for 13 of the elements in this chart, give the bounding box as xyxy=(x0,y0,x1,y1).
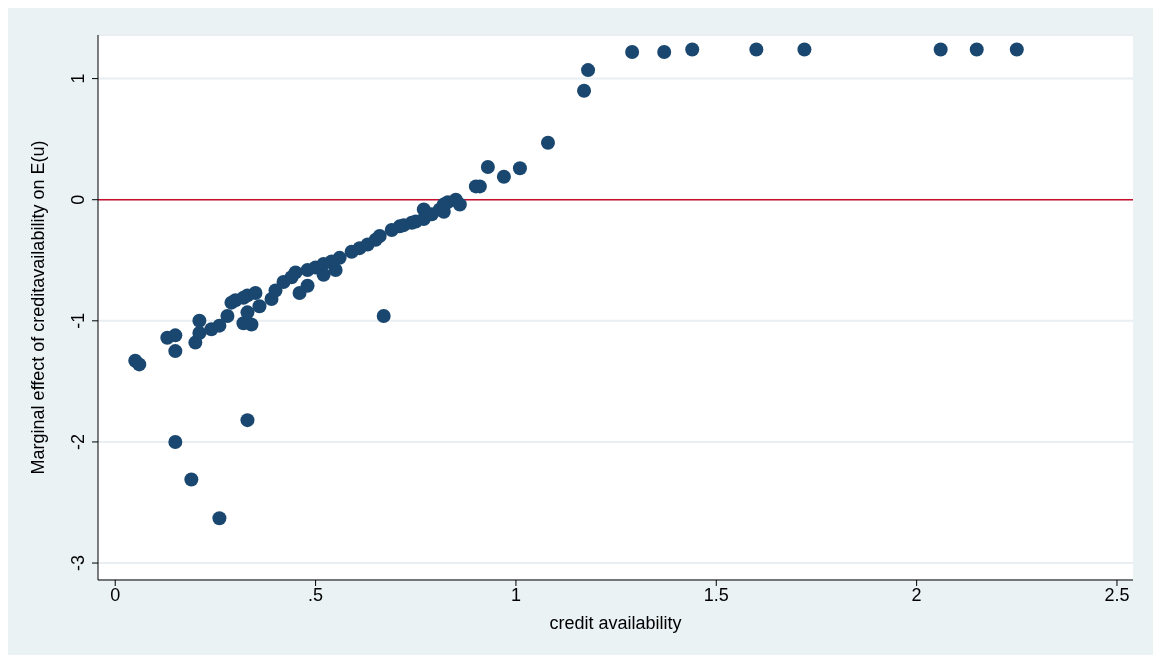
y-tick-label: 0 xyxy=(68,194,88,205)
x-tick-label: 0 xyxy=(110,584,121,605)
x-tick-label: 2 xyxy=(911,584,922,605)
y-axis-title: Marginal effect of creditavailability on E(u) xyxy=(28,140,49,475)
y-tick-label: 1 xyxy=(68,73,88,84)
y-tick-label: -1 xyxy=(68,312,88,329)
x-tick-label: .5 xyxy=(308,584,324,605)
x-tick-label: 2.5 xyxy=(1104,584,1130,605)
x-axis-title: credit availability xyxy=(549,613,682,633)
y-tick-label: -2 xyxy=(68,433,88,450)
x-tick-label: 1.5 xyxy=(703,584,729,605)
y-tick-label: -3 xyxy=(68,555,88,572)
x-tick-label: 1 xyxy=(510,584,521,605)
